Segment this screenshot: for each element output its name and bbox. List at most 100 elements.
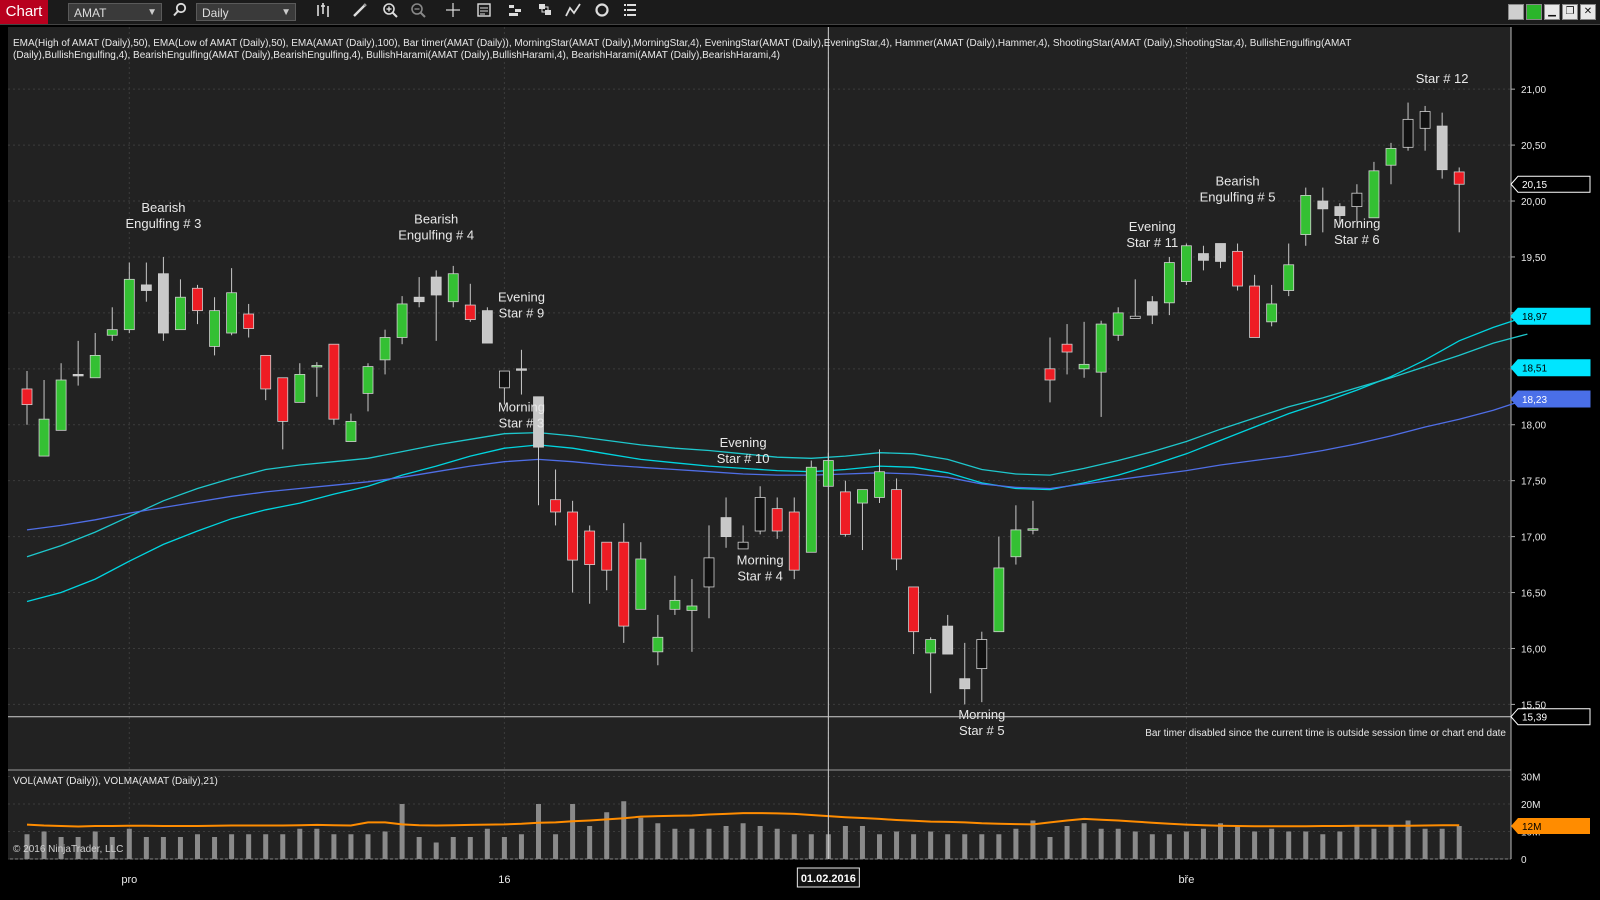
candle [1232, 243, 1243, 291]
candle-body [601, 541, 613, 571]
copyright: © 2016 NinjaTrader, LLC [13, 844, 123, 855]
pattern-label-line1: Morning [498, 399, 545, 414]
candle [379, 329, 391, 375]
bar-style-icon[interactable] [313, 2, 333, 22]
candle [669, 575, 681, 615]
candle [396, 296, 408, 345]
candle [447, 265, 459, 308]
price-marker-label: 18,23 [1522, 395, 1547, 406]
price-tick-label: 21,00 [1521, 85, 1546, 96]
volume-bar [314, 828, 320, 859]
volume-bar [41, 831, 47, 859]
candle [38, 380, 50, 457]
candle [618, 523, 630, 643]
volume-bar [1286, 831, 1292, 859]
volume-bar [1371, 828, 1377, 859]
volume-bar [928, 831, 934, 859]
reload-icon[interactable] [592, 2, 612, 22]
volume-layer [24, 801, 1462, 859]
volume-marker-box [1511, 818, 1590, 834]
candle-body [891, 489, 902, 560]
volume-bar [1388, 826, 1394, 859]
crosshair-date-label: 01.02.2016 [801, 873, 856, 885]
restore-icon[interactable]: ❐ [1562, 4, 1578, 20]
search-icon[interactable] [170, 2, 190, 22]
volume-bar [723, 826, 729, 859]
candle-body [584, 530, 596, 565]
pattern-label-line1: Evening [720, 435, 767, 450]
ema-low-50-line [26, 333, 1528, 558]
volume-bar [246, 834, 252, 859]
price-marker: 18,51 [1510, 359, 1591, 377]
minimize-icon[interactable]: ▁ [1544, 4, 1560, 20]
properties-icon[interactable] [505, 2, 525, 22]
green-tile-icon[interactable] [1526, 4, 1542, 20]
candle-body [1283, 264, 1295, 291]
candle-body [959, 678, 971, 690]
volume-bar [979, 834, 985, 859]
candle [345, 413, 357, 442]
candle [737, 525, 749, 550]
candle-body [1061, 343, 1073, 353]
price-marker: 15,39 [1510, 708, 1591, 726]
chart-area[interactable]: BearishEngulfing # 3 BearishEngulfing # 4… [0, 25, 1600, 900]
data-box-icon[interactable] [474, 2, 494, 22]
candle [1181, 243, 1192, 285]
strategies-icon[interactable] [535, 2, 555, 22]
volume-bar [638, 817, 644, 859]
candle-body [396, 303, 408, 338]
candle-body [686, 605, 698, 611]
pattern-label-line2: Star # 9 [499, 306, 545, 321]
candle-body [771, 508, 783, 532]
volume-bar [1081, 823, 1087, 859]
price-tick-label: 16,00 [1521, 644, 1546, 655]
candle-body [226, 292, 238, 334]
price-marker-box [1510, 390, 1591, 408]
candle-body [106, 329, 118, 336]
candle [857, 489, 868, 551]
volume-bar [1013, 828, 1019, 859]
candle-body [1146, 301, 1158, 316]
indicators-icon[interactable] [563, 2, 583, 22]
ema-high-50-line [26, 315, 1528, 603]
volume-bar [808, 834, 814, 859]
candle [1402, 102, 1414, 151]
candle [1129, 279, 1141, 319]
candle-body [737, 541, 749, 550]
candle-body [243, 313, 255, 329]
candle-body [362, 366, 374, 394]
instrument-selector[interactable]: AMAT ▼ [68, 3, 162, 21]
draw-pencil-icon[interactable] [350, 2, 370, 22]
candle-body [788, 511, 800, 571]
candle-body [1419, 111, 1431, 129]
volume-bar [1320, 834, 1326, 859]
close-icon[interactable]: ✕ [1580, 4, 1596, 20]
price-tick-label: 16,50 [1521, 589, 1546, 600]
volume-bar [894, 831, 900, 859]
candle [1061, 324, 1073, 375]
volume-bar [859, 826, 865, 859]
candle-body [1078, 363, 1090, 370]
price-marker-box [1510, 307, 1591, 325]
candle-body [260, 354, 272, 390]
volume-bar [382, 831, 388, 859]
zoom-in-icon[interactable] [380, 2, 400, 22]
candle [157, 256, 169, 341]
candle [771, 497, 783, 539]
volume-bar [604, 812, 610, 859]
pattern-label-line1: Bearish [141, 200, 185, 215]
crosshair-icon[interactable] [443, 2, 463, 22]
candle-body [498, 370, 510, 389]
tile-icon[interactable] [1508, 4, 1524, 20]
candle-body [635, 558, 647, 610]
chevron-down-icon: ▼ [281, 7, 291, 18]
volume-bar [1456, 826, 1462, 859]
interval-selector[interactable]: Daily ▼ [196, 3, 296, 21]
volume-bar [280, 834, 286, 859]
candle [481, 307, 493, 344]
price-marker-box [1510, 708, 1591, 726]
chart-tab[interactable]: Chart [0, 0, 48, 24]
price-marker-box [1510, 359, 1591, 377]
zoom-out-icon[interactable] [408, 2, 428, 22]
list-icon[interactable] [620, 2, 640, 22]
